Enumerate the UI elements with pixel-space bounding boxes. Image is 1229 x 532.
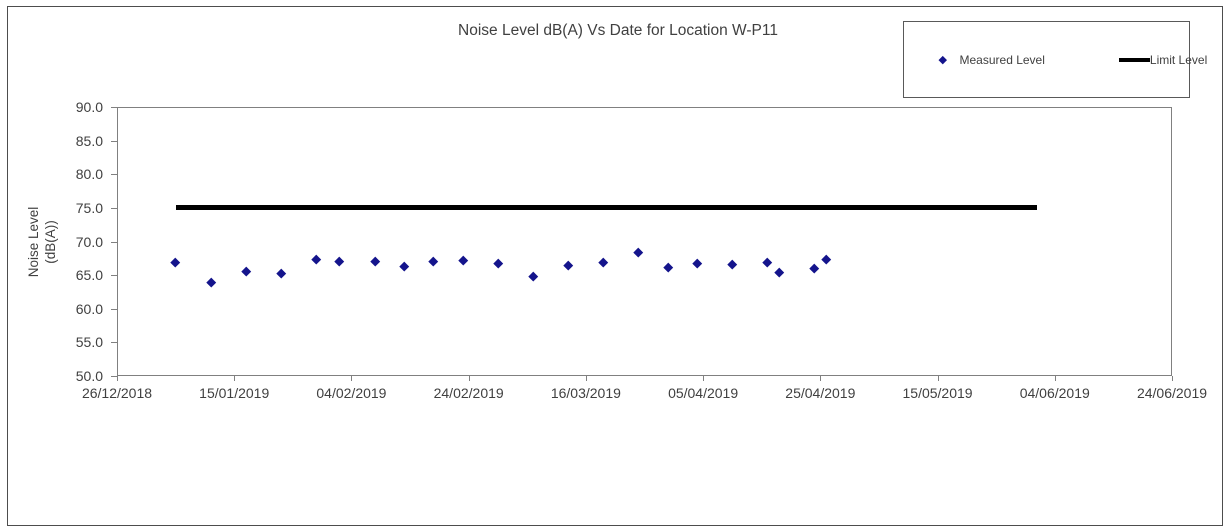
y-tick-mark [111,207,117,209]
x-tick-label: 05/04/2019 [668,385,739,401]
plot-area [117,107,1172,376]
measured-level-diamond-icon [938,55,947,64]
x-tick-label: 15/01/2019 [199,385,270,401]
x-tick-label: 24/02/2019 [433,385,504,401]
y-tick-label: 80.0 [75,166,103,183]
x-tick-label: 25/04/2019 [785,385,856,401]
x-tick-label: 24/06/2019 [1136,385,1208,401]
y-axis-title-line1: Noise Level [26,206,41,278]
x-tick-label: 04/02/2019 [316,385,387,401]
y-axis-title: Noise Level (dB(A)) [25,162,61,322]
y-tick-mark [111,140,117,142]
y-tick-mark [111,174,117,176]
y-tick-mark [111,275,117,277]
y-tick-label: 60.0 [75,300,103,317]
legend-label-measured-level: Measured Level [959,52,1045,67]
x-tick-mark [1172,376,1173,381]
legend-label-limit-level: Limit Level [1149,52,1208,67]
y-tick-label: 70.0 [75,233,103,250]
limit-level-line-icon [1118,57,1150,62]
y-tick-label: 75.0 [75,199,103,216]
y-tick-label: 50.0 [75,368,103,384]
x-tick-mark [351,376,353,381]
x-tick-mark [820,376,822,381]
x-tick-mark [468,376,470,381]
x-tick-mark [703,376,705,381]
x-tick-label: 26/12/2018 [81,385,153,401]
y-tick-mark [111,241,117,243]
y-tick-label: 85.0 [75,132,103,149]
x-tick-label: 15/05/2019 [902,385,973,401]
y-tick-mark [111,376,117,377]
y-tick-mark [111,342,117,344]
x-tick-label: 16/03/2019 [550,385,621,401]
y-tick-mark [111,107,117,108]
x-tick-mark [234,376,236,381]
limit-line [175,205,1038,211]
x-tick-mark [1054,376,1056,381]
y-tick-label: 90.0 [75,99,103,115]
y-tick-label: 65.0 [75,267,103,284]
x-tick-mark [937,376,939,381]
x-tick-mark [117,376,118,381]
legend: Measured Level Limit Level [903,21,1207,98]
y-tick-mark [111,308,117,310]
y-tick-label: 55.0 [75,334,103,351]
chart-title: Noise Level dB(A) Vs Date for Location W… [458,22,778,39]
x-tick-mark [585,376,587,381]
x-tick-label: 04/06/2019 [1019,385,1090,401]
